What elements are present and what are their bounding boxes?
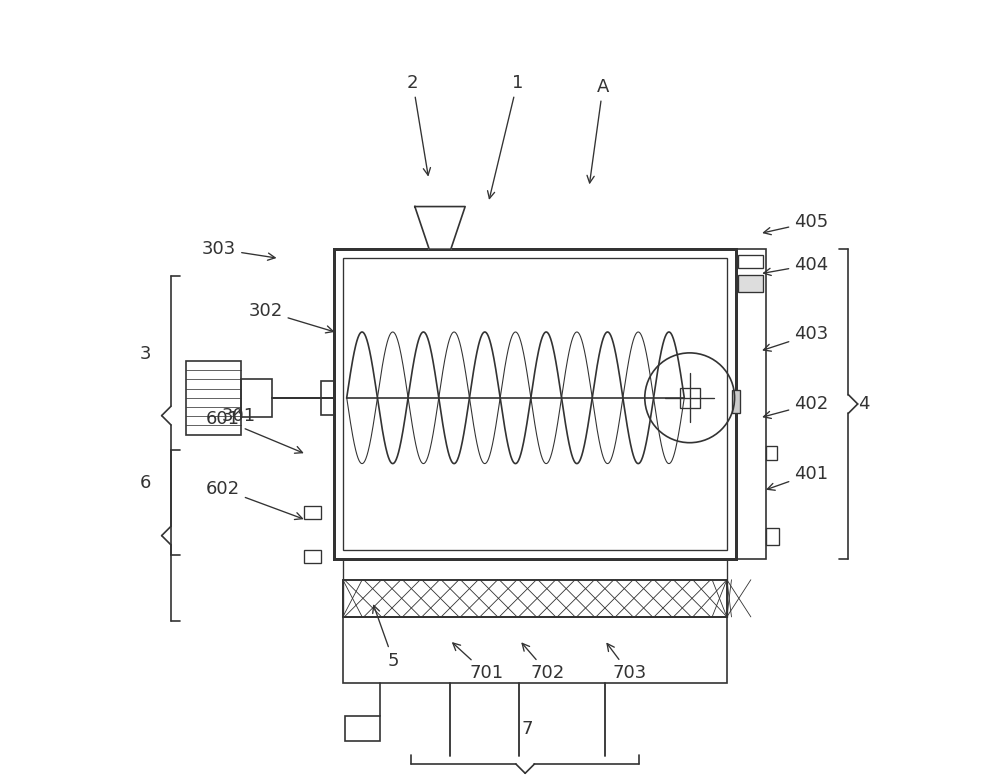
Text: 404: 404 xyxy=(764,256,828,276)
Text: 3: 3 xyxy=(140,345,151,363)
Text: 301: 301 xyxy=(221,406,255,424)
Text: 401: 401 xyxy=(767,465,828,490)
Bar xyxy=(680,388,700,408)
Text: 402: 402 xyxy=(763,395,828,419)
Bar xyxy=(343,580,727,617)
Text: 403: 403 xyxy=(763,326,828,351)
Bar xyxy=(345,716,380,740)
Bar xyxy=(304,550,321,563)
Bar xyxy=(304,506,321,518)
Text: 302: 302 xyxy=(248,302,333,333)
Bar xyxy=(321,381,334,415)
Text: 5: 5 xyxy=(373,605,399,670)
Text: 1: 1 xyxy=(488,74,523,199)
Text: 6: 6 xyxy=(140,474,151,492)
Bar xyxy=(766,528,779,545)
Text: 701: 701 xyxy=(453,643,503,682)
Bar xyxy=(732,390,740,413)
Bar xyxy=(241,378,272,417)
Bar xyxy=(186,361,241,434)
Text: A: A xyxy=(587,78,609,183)
Text: 601: 601 xyxy=(206,410,303,453)
Text: 702: 702 xyxy=(522,643,565,682)
Text: 7: 7 xyxy=(521,720,533,738)
Text: 303: 303 xyxy=(202,240,275,260)
Text: 602: 602 xyxy=(206,480,302,520)
Bar xyxy=(736,249,766,559)
Text: 703: 703 xyxy=(607,643,647,682)
Bar xyxy=(343,259,727,549)
Bar xyxy=(738,275,763,291)
Text: 4: 4 xyxy=(858,395,870,413)
Polygon shape xyxy=(415,207,465,249)
Text: 405: 405 xyxy=(764,213,828,235)
Bar xyxy=(343,617,727,683)
Bar xyxy=(738,255,763,269)
Bar xyxy=(343,580,727,617)
Bar xyxy=(766,446,777,460)
Text: 2: 2 xyxy=(407,74,430,176)
Bar xyxy=(334,249,736,559)
